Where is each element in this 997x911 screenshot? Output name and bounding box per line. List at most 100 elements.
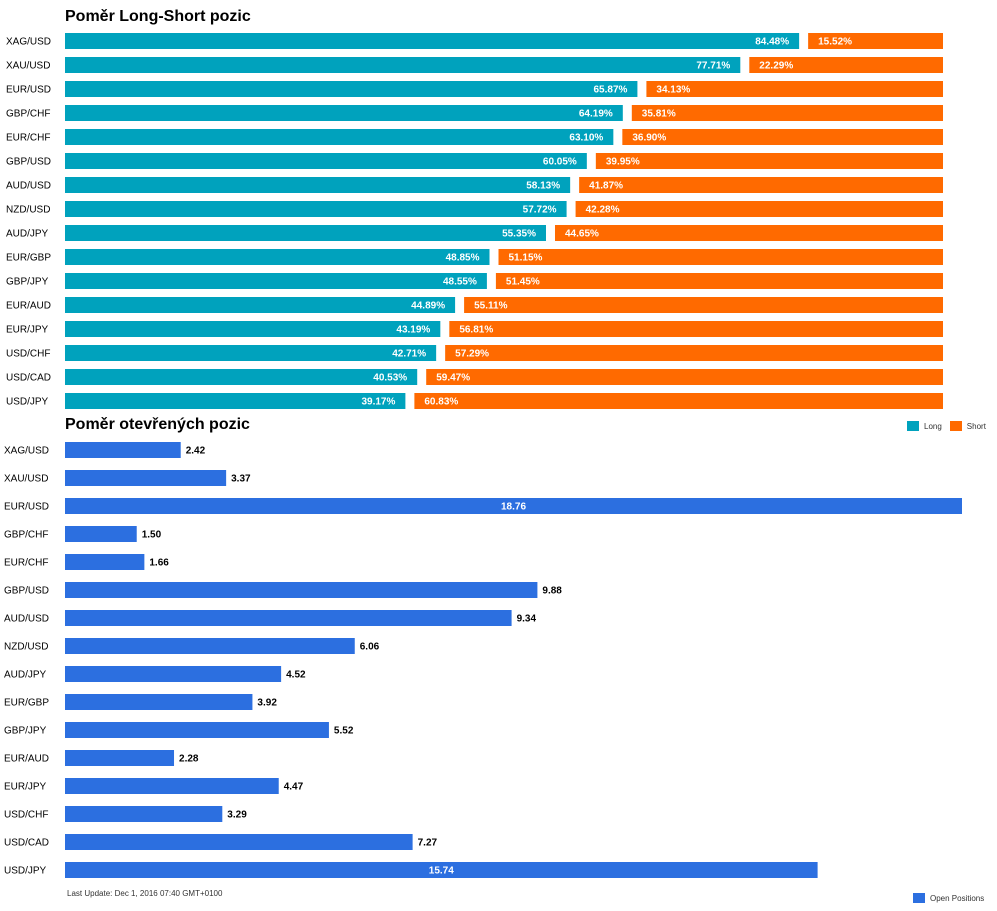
category-label-gbp-chf: GBP/CHF <box>6 109 50 120</box>
legend-item-long[interactable]: Long <box>907 421 942 431</box>
bar-open-gbp-usd <box>65 582 538 598</box>
bar-open-eur-usd <box>65 498 962 514</box>
open-category-label-usd-jpy: USD/JPY <box>4 866 47 877</box>
data-label-short-eur-jpy: 56.81% <box>459 325 493 336</box>
open-category-label-gbp-jpy: GBP/JPY <box>4 726 47 737</box>
data-label-open-gbp-usd: 9.88 <box>542 586 562 597</box>
category-label-eur-aud: EUR/AUD <box>6 301 51 312</box>
data-label-open-gbp-chf: 1.50 <box>142 530 162 541</box>
data-label-short-gbp-chf: 35.81% <box>642 109 676 120</box>
legend-swatch-short <box>949 421 962 431</box>
bar-long-aud-usd <box>65 177 571 193</box>
category-label-aud-usd: AUD/USD <box>6 181 51 192</box>
data-label-open-eur-gbp: 3.92 <box>257 698 277 709</box>
bar-long-aud-jpy <box>65 225 546 241</box>
data-label-short-aud-usd: 41.87% <box>589 181 623 192</box>
bar-short-aud-jpy <box>554 225 943 241</box>
legend-swatch-long <box>907 421 919 431</box>
bar-long-xag-usd <box>65 33 800 49</box>
data-label-open-nzd-usd: 6.06 <box>360 642 380 653</box>
bar-long-eur-jpy <box>65 321 441 337</box>
category-label-usd-cad: USD/CAD <box>6 373 51 384</box>
legend-label-short: Short <box>966 421 986 431</box>
open-category-label-eur-chf: EUR/CHF <box>4 558 48 569</box>
data-label-open-eur-aud: 2.28 <box>179 754 199 765</box>
bar-short-aud-usd <box>579 177 943 193</box>
open-category-label-eur-usd: EUR/USD <box>4 502 49 513</box>
category-label-gbp-jpy: GBP/JPY <box>6 277 49 288</box>
data-label-long-eur-usd: 65.87% <box>593 85 627 96</box>
data-label-long-xau-usd: 77.71% <box>696 61 730 72</box>
bar-short-gbp-usd <box>595 153 943 169</box>
bar-short-usd-cad <box>426 369 943 385</box>
bar-open-xau-usd <box>65 470 227 486</box>
long-short-chart-title: Poměr Long-Short pozic <box>65 8 251 25</box>
bar-short-nzd-usd <box>575 201 943 217</box>
category-label-xag-usd: XAG/USD <box>6 37 51 48</box>
data-label-short-eur-gbp: 51.15% <box>509 253 543 264</box>
bar-open-aud-jpy <box>65 666 282 682</box>
data-label-long-gbp-jpy: 48.55% <box>443 277 477 288</box>
bar-long-xau-usd <box>65 57 741 73</box>
bar-open-eur-aud <box>65 750 175 766</box>
bar-long-nzd-usd <box>65 201 567 217</box>
data-label-short-usd-chf: 57.29% <box>455 349 489 360</box>
bar-short-xag-usd <box>808 33 943 49</box>
bar-open-gbp-chf <box>65 526 137 542</box>
last-update-text: Last Update: Dec 1, 2016 07:40 GMT+0100 <box>67 889 223 898</box>
open-positions-chart-title: Poměr otevřených pozic <box>65 416 250 433</box>
open-category-label-aud-jpy: AUD/JPY <box>4 670 47 681</box>
bar-open-aud-usd <box>65 610 512 626</box>
open-positions-legend: Open Positions <box>905 893 984 903</box>
open-category-label-eur-aud: EUR/AUD <box>4 754 49 765</box>
bar-long-usd-cad <box>65 369 418 385</box>
category-label-eur-jpy: EUR/JPY <box>6 325 49 336</box>
bar-long-eur-chf <box>65 129 614 145</box>
category-label-usd-jpy: USD/JPY <box>6 397 49 408</box>
category-label-nzd-usd: NZD/USD <box>6 205 50 216</box>
data-label-short-eur-aud: 55.11% <box>474 301 507 312</box>
data-label-short-usd-cad: 59.47% <box>436 373 470 384</box>
bar-short-usd-jpy <box>414 393 943 409</box>
data-label-long-usd-jpy: 39.17% <box>361 397 395 408</box>
open-category-label-nzd-usd: NZD/USD <box>4 642 48 653</box>
bar-long-eur-aud <box>65 297 456 313</box>
legend-item-short[interactable]: Short <box>949 421 986 431</box>
data-label-open-eur-usd: 18.76 <box>501 502 526 513</box>
category-label-eur-chf: EUR/CHF <box>6 133 50 144</box>
data-label-short-nzd-usd: 42.28% <box>586 205 620 216</box>
bar-short-eur-usd <box>646 81 943 97</box>
data-label-long-eur-aud: 44.89% <box>411 301 445 312</box>
bar-long-eur-gbp <box>65 249 490 265</box>
open-category-label-xau-usd: XAU/USD <box>4 474 48 485</box>
data-label-open-usd-chf: 3.29 <box>227 810 247 821</box>
bar-open-usd-cad <box>65 834 413 850</box>
bar-short-eur-gbp <box>498 249 943 265</box>
bar-short-xau-usd <box>749 57 943 73</box>
bar-short-eur-jpy <box>449 321 943 337</box>
data-label-long-aud-usd: 58.13% <box>526 181 560 192</box>
data-label-open-eur-chf: 1.66 <box>149 558 169 569</box>
data-label-short-xag-usd: 15.52% <box>818 37 852 48</box>
legend-swatch-open-positions <box>913 893 925 903</box>
open-category-label-gbp-usd: GBP/USD <box>4 586 49 597</box>
bar-long-gbp-chf <box>65 105 623 121</box>
data-label-long-usd-cad: 40.53% <box>373 373 407 384</box>
open-category-label-usd-cad: USD/CAD <box>4 838 49 849</box>
bar-open-nzd-usd <box>65 638 355 654</box>
category-label-gbp-usd: GBP/USD <box>6 157 51 168</box>
data-label-open-usd-cad: 7.27 <box>418 838 438 849</box>
bar-long-gbp-jpy <box>65 273 487 289</box>
data-label-short-eur-chf: 36.90% <box>632 133 666 144</box>
legend-item-open-positions[interactable]: Open Positions <box>913 893 984 903</box>
bar-open-eur-chf <box>65 554 145 570</box>
category-label-xau-usd: XAU/USD <box>6 61 50 72</box>
legend-label-long: Long <box>924 421 942 431</box>
bar-long-eur-usd <box>65 81 638 97</box>
bar-open-usd-chf <box>65 806 223 822</box>
bar-long-gbp-usd <box>65 153 587 169</box>
open-category-label-gbp-chf: GBP/CHF <box>4 530 48 541</box>
category-label-eur-gbp: EUR/GBP <box>6 253 51 264</box>
open-category-label-usd-chf: USD/CHF <box>4 810 48 821</box>
